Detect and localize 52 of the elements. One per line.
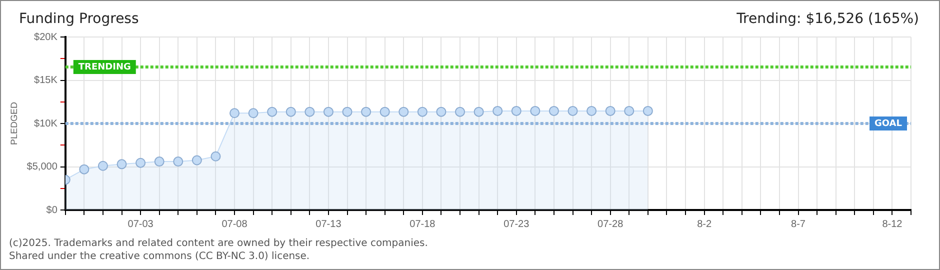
chart-subtitle: Trending: $16,526 (165%) <box>736 11 919 27</box>
x-tick-label: 07-08 <box>222 218 248 230</box>
x-tick-label: 07-23 <box>504 218 530 230</box>
x-tick-label: 07-28 <box>598 218 624 230</box>
point <box>304 106 315 117</box>
x-tick-label: 07-03 <box>128 218 154 230</box>
ref-line-label: GOAL <box>874 118 902 129</box>
point <box>267 106 278 117</box>
x-tick-label: 07-13 <box>316 218 342 230</box>
point <box>624 106 634 116</box>
y-tick-label: $15K <box>34 75 58 86</box>
point <box>342 106 352 117</box>
ref-line-label: TRENDING <box>78 62 131 72</box>
point <box>511 106 522 116</box>
point <box>642 106 653 116</box>
point <box>568 106 578 116</box>
point <box>398 106 409 117</box>
point <box>548 106 559 116</box>
chart-title: Funding Progress <box>19 11 139 27</box>
x-tick-label: 8-12 <box>882 218 903 230</box>
y-axis-title: PLEDGED <box>8 101 19 146</box>
y-tick-label: $20K <box>34 32 58 43</box>
point <box>210 151 221 162</box>
point <box>136 158 146 168</box>
point <box>323 106 334 117</box>
point <box>586 106 597 116</box>
point <box>230 108 240 118</box>
text: (c)2025. Trademarks and related content are owned by their respective companies. <box>9 237 428 250</box>
point <box>79 164 90 174</box>
point <box>530 106 540 116</box>
point <box>192 155 202 166</box>
y-tick-label: $5,000 <box>26 162 58 172</box>
x-tick-label: 8-7 <box>791 218 806 230</box>
y-tick-label: $0 <box>46 204 58 216</box>
point <box>380 106 390 117</box>
point <box>474 106 484 117</box>
point <box>116 159 127 170</box>
point <box>154 156 164 167</box>
x-tick-label: 8-2 <box>697 218 712 230</box>
point <box>455 106 466 117</box>
text: Shared under the creative commons (CC BY-NC 3.0) license. <box>9 250 311 263</box>
point <box>417 106 428 117</box>
point <box>248 108 258 118</box>
y-tick-label: $10K <box>34 118 58 130</box>
point <box>361 106 372 117</box>
point <box>173 156 184 167</box>
point <box>492 106 503 116</box>
point <box>286 106 296 117</box>
x-tick-label: 07-18 <box>410 218 436 230</box>
point <box>98 160 108 171</box>
point <box>605 106 616 116</box>
point <box>436 106 446 117</box>
